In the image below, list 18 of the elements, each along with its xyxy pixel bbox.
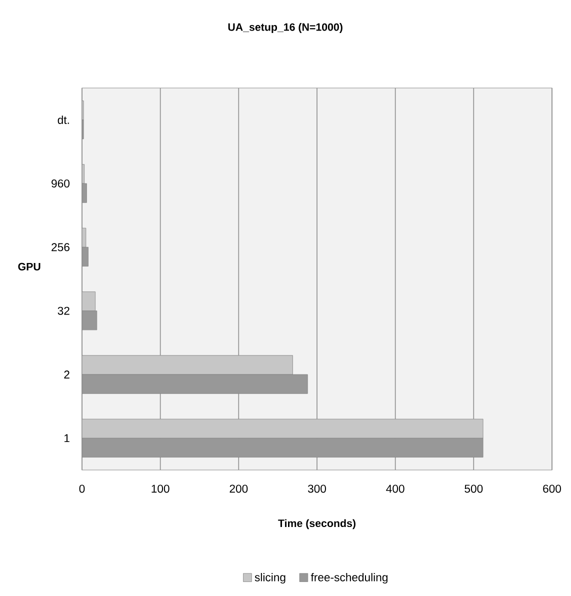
chart-title: UA_setup_16 (N=1000) (228, 23, 342, 33)
legend-label: slicing (254, 573, 286, 584)
y-tick-label: 960 (52, 180, 70, 188)
x-tick-label: 200 (230, 484, 248, 493)
y-tick-label: 1 (64, 434, 70, 442)
y-tick-label: 256 (52, 243, 70, 252)
y-tick-label: 32 (58, 306, 70, 315)
x-tick-label: 0 (79, 484, 85, 493)
legend-label: free-scheduling (310, 573, 388, 584)
x-tick-label: 400 (386, 484, 404, 493)
x-tick-label: 500 (464, 484, 483, 493)
y-tick-label: 2 (64, 370, 70, 378)
x-tick-label: 100 (152, 484, 170, 493)
x-axis-title: Time (seconds) (278, 519, 356, 530)
x-tick-label: 600 (543, 484, 561, 493)
x-tick-label: 300 (308, 484, 326, 493)
y-axis-title: GPU (18, 262, 40, 270)
y-tick-label: dt. (58, 116, 69, 124)
